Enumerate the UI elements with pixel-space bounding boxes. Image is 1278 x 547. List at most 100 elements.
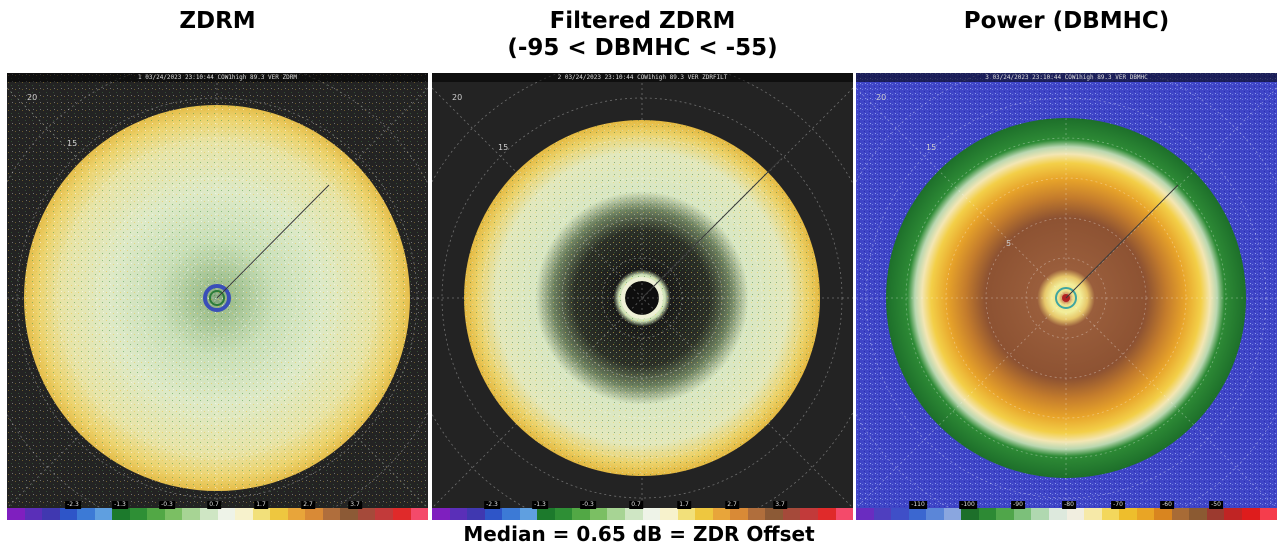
colorbar-swatch	[1224, 508, 1243, 520]
colorbar-swatch	[129, 508, 148, 520]
colorbar-swatch	[340, 508, 358, 520]
colorbar-swatch	[712, 508, 731, 520]
panel-title-filtered-zdrm: Filtered ZDRM (-95 < DBMHC < -55)	[432, 8, 853, 62]
colorbar-tick: 3.7	[773, 501, 787, 509]
radar-panel-zdrm: 1 03/24/2023 23:10:44 COW1high 89.3 VER …	[7, 73, 428, 520]
colorbar-swatch	[835, 508, 853, 520]
colorbar-tick: 2.7	[725, 501, 739, 509]
colorbar	[7, 508, 428, 520]
colorbar-swatch	[1101, 508, 1120, 520]
plot-header: 3 03/24/2023 23:10:44 COW1high 89.3 VER …	[856, 73, 1277, 82]
colorbar-tick: 3.7	[348, 501, 362, 509]
radar-panel-filtered-zdrm: 2 03/24/2023 23:10:44 COW1high 89.3 VER …	[432, 73, 853, 520]
colorbar-swatch	[375, 508, 394, 520]
colorbar-swatch	[502, 508, 520, 520]
colorbar-swatch	[235, 508, 253, 520]
colorbar	[856, 508, 1277, 520]
colorbar-swatch	[908, 508, 927, 520]
colorbar-swatch	[484, 508, 503, 520]
colorbar-swatch	[287, 508, 306, 520]
colorbar-swatch	[410, 508, 428, 520]
colorbar-swatch	[24, 508, 43, 520]
panel-title-zdrm: ZDRM	[7, 8, 428, 35]
colorbar-swatch	[642, 508, 661, 520]
colorbar-swatch	[1171, 508, 1190, 520]
colorbar-swatch	[94, 508, 113, 520]
colorbar-swatch	[873, 508, 892, 520]
colorbar	[432, 508, 853, 520]
colorbar-swatch	[537, 508, 555, 520]
ppi-plot-zdrm	[7, 73, 428, 508]
colorbar-swatch	[818, 508, 836, 520]
range-ring-label: 20	[452, 93, 463, 102]
colorbar-ticks: -110 -100 -90 -80 -70 -60 -50	[856, 501, 1277, 510]
range-ring-label: 15	[67, 139, 78, 148]
colorbar-tick: 1.7	[254, 501, 268, 509]
colorbar-tick: -70	[1111, 501, 1125, 509]
panel-title-line2: Power (DBMHC)	[963, 8, 1170, 34]
colorbar-tick: -1.3	[532, 501, 548, 509]
colorbar-swatch	[357, 508, 376, 520]
colorbar-swatch	[1242, 508, 1260, 520]
colorbar-swatch	[677, 508, 696, 520]
colorbar-swatch	[782, 508, 801, 520]
colorbar-swatch	[1136, 508, 1155, 520]
colorbar-swatch	[1031, 508, 1050, 520]
colorbar-tick: -2.3	[65, 501, 81, 509]
colorbar-swatch	[164, 508, 183, 520]
panel-title-power: Power (DBMHC)	[856, 8, 1277, 35]
colorbar-tick: -1.3	[112, 501, 128, 509]
range-ring-label: 20	[27, 93, 38, 102]
colorbar-tick: 2.7	[301, 501, 315, 509]
colorbar-ticks: -2.3 -1.3 -0.3 0.7 1.7 2.7 3.7	[7, 501, 428, 510]
range-ring-label: 15	[498, 143, 509, 152]
colorbar-swatch	[660, 508, 678, 520]
colorbar-tick: -110	[909, 501, 927, 509]
panel-title-line2: (-95 < DBMHC < -55)	[507, 35, 778, 61]
colorbar-swatch	[42, 508, 60, 520]
colorbar-swatch	[7, 508, 25, 520]
colorbar-swatch	[1154, 508, 1172, 520]
summary-caption: Median = 0.65 dB = ZDR Offset	[463, 522, 815, 546]
colorbar-swatch	[856, 508, 874, 520]
colorbar-tick: 0.7	[629, 501, 643, 509]
colorbar-swatch	[943, 508, 962, 520]
colorbar-swatch	[978, 508, 997, 520]
colorbar-swatch	[1066, 508, 1085, 520]
colorbar-swatch	[252, 508, 271, 520]
colorbar-swatch	[1206, 508, 1225, 520]
colorbar-swatch	[59, 508, 78, 520]
colorbar-tick: -90	[1011, 501, 1025, 509]
colorbar-swatch	[695, 508, 713, 520]
colorbar-swatch	[1189, 508, 1207, 520]
colorbar-swatch	[1049, 508, 1067, 520]
colorbar-swatch	[1084, 508, 1102, 520]
colorbar-swatch	[77, 508, 95, 520]
colorbar-swatch	[182, 508, 201, 520]
panel-title-line2: ZDRM	[179, 8, 256, 34]
colorbar-swatch	[800, 508, 819, 520]
colorbar-swatch	[432, 508, 450, 520]
colorbar-swatch	[625, 508, 643, 520]
colorbar-swatch	[467, 508, 485, 520]
colorbar-tick: -0.3	[580, 501, 596, 509]
colorbar-swatch	[891, 508, 909, 520]
colorbar-swatch	[393, 508, 411, 520]
radar-panel-power: 3 03/24/2023 23:10:44 COW1high 89.3 VER …	[856, 73, 1277, 520]
ppi-plot-power	[856, 73, 1277, 508]
range-ring-label: 15	[926, 143, 937, 152]
ppi-plot-filtered-zdrm	[432, 73, 853, 508]
colorbar-swatch	[270, 508, 288, 520]
colorbar-swatch	[926, 508, 944, 520]
colorbar-swatch	[607, 508, 626, 520]
colorbar-tick: 1.7	[677, 501, 691, 509]
range-ring-label: 5	[1006, 239, 1012, 248]
colorbar-swatch	[322, 508, 341, 520]
colorbar-tick: -2.3	[484, 501, 500, 509]
colorbar-swatch	[572, 508, 590, 520]
colorbar-swatch	[730, 508, 748, 520]
plot-header: 2 03/24/2023 23:10:44 COW1high 89.3 VER …	[432, 73, 853, 82]
panel-title-line1: Filtered ZDRM	[549, 8, 736, 34]
colorbar-swatch	[961, 508, 979, 520]
colorbar-swatch	[554, 508, 573, 520]
